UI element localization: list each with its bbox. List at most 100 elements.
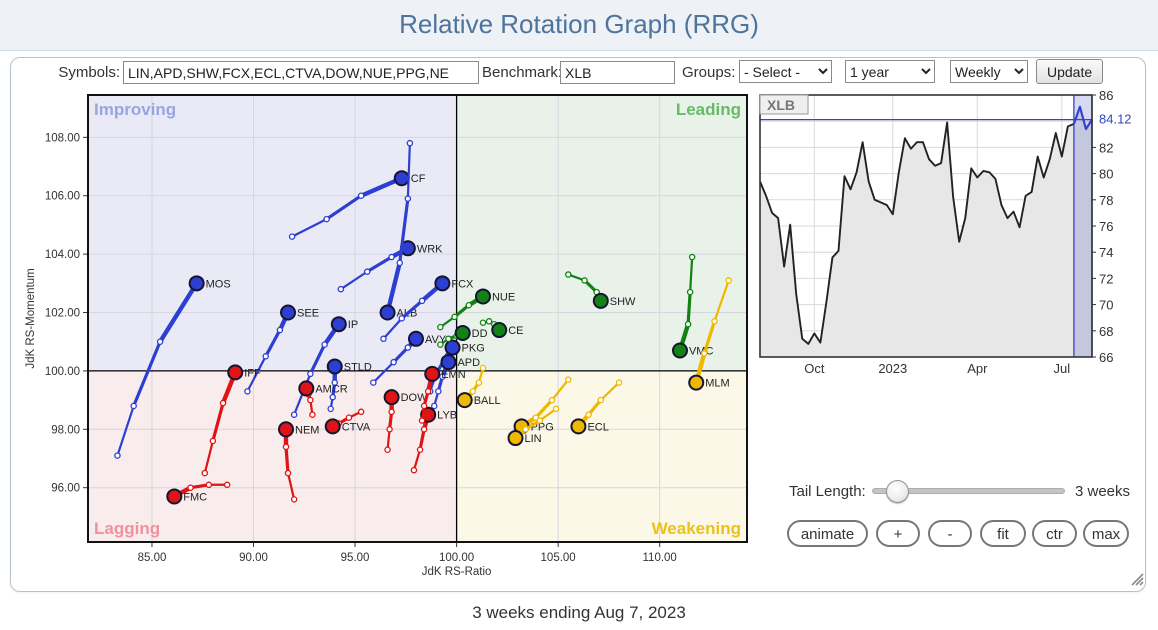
rrg-node-label-SEE: SEE — [297, 308, 319, 320]
rrg-node-label-IP: IP — [348, 319, 358, 331]
svg-text:104.00: 104.00 — [45, 249, 80, 261]
svg-text:70: 70 — [1099, 298, 1113, 313]
interval-select[interactable]: Weekly — [950, 60, 1028, 83]
zoom-out-button[interactable]: - — [928, 520, 972, 547]
svg-text:66: 66 — [1099, 350, 1113, 365]
rrg-node-label-CTVA: CTVA — [342, 421, 371, 433]
rrg-node-label-AVY: AVY — [425, 334, 447, 346]
rrg-node-DD[interactable] — [454, 324, 471, 341]
rrg-node-label-BALL: BALL — [474, 395, 501, 407]
svg-text:Lagging: Lagging — [94, 519, 160, 538]
svg-text:82: 82 — [1099, 140, 1113, 155]
rrg-node-NEM[interactable] — [278, 421, 295, 438]
benchmark-label: Benchmark: — [482, 64, 563, 81]
rrg-node-IP[interactable] — [330, 316, 347, 333]
svg-text:95.00: 95.00 — [341, 552, 370, 564]
rrg-node-LYB[interactable] — [420, 406, 437, 423]
rrg-node-CF[interactable] — [393, 170, 410, 187]
svg-text:102.00: 102.00 — [45, 308, 80, 320]
rrg-node-SEE[interactable] — [280, 304, 297, 321]
svg-text:Weakening: Weakening — [652, 519, 741, 538]
animate-button[interactable]: animate — [787, 520, 868, 547]
svg-text:2023: 2023 — [878, 361, 907, 376]
svg-text:JdK RS-Ratio: JdK RS-Ratio — [422, 566, 492, 578]
svg-text:JdK RS-Momentum: JdK RS-Momentum — [25, 268, 37, 368]
svg-text:98.00: 98.00 — [51, 424, 80, 436]
rrg-node-label-CF: CF — [411, 173, 426, 185]
rrg-node-STLD[interactable] — [326, 358, 343, 375]
rrg-node-ECL[interactable] — [570, 418, 587, 435]
rrg-node-APD[interactable] — [440, 354, 457, 371]
tail-length-value: 3 weeks — [1075, 483, 1131, 500]
page-header: Relative Rotation Graph (RRG) — [0, 0, 1158, 51]
svg-text:Oct: Oct — [804, 361, 825, 376]
rrg-node-label-LIN: LIN — [524, 433, 541, 445]
tail-length-slider-track[interactable] — [872, 488, 1065, 494]
rrg-node-label-ECL: ECL — [587, 421, 608, 433]
rrg-node-DOW[interactable] — [383, 389, 400, 406]
rrg-node-label-IFF: IFF — [244, 367, 261, 379]
rrg-node-AVY[interactable] — [407, 330, 424, 347]
rrg-node-MLM[interactable] — [688, 374, 705, 391]
rrg-node-FMC[interactable] — [166, 488, 183, 505]
update-button[interactable]: Update — [1036, 59, 1104, 84]
rrg-node-CE[interactable] — [491, 322, 508, 339]
rrg-node-PKG[interactable] — [444, 339, 461, 356]
benchmark-input[interactable] — [560, 61, 675, 84]
rrg-chart[interactable]: 85.00 90.00 95.00 100.00 105.00 110.00 96.00 98… — [20, 90, 755, 585]
rrg-node-FCX[interactable] — [434, 275, 451, 292]
benchmark-last-price: 84.12 — [1099, 112, 1132, 127]
svg-text:78: 78 — [1099, 193, 1113, 208]
svg-text:80: 80 — [1099, 167, 1113, 182]
rrg-node-label-MOS: MOS — [206, 278, 231, 290]
tail-length-slider-handle[interactable] — [886, 480, 909, 503]
groups-select[interactable]: - Select - — [739, 60, 832, 83]
rrg-node-label-PKG: PKG — [462, 343, 485, 355]
rrg-node-label-NEM: NEM — [295, 424, 319, 436]
date-range-caption: 3 weeks ending Aug 7, 2023 — [472, 603, 686, 622]
rrg-node-CTVA[interactable] — [324, 418, 341, 435]
rrg-node-label-FCX: FCX — [451, 278, 474, 290]
tail-length-label: Tail Length: — [789, 483, 866, 500]
benchmark-price-chart[interactable]: Oct 2023 Apr Jul 86 82 80 78 76 74 72 70 68 66 84.12 XL… — [755, 90, 1137, 377]
rrg-node-label-WRK: WRK — [417, 243, 443, 255]
svg-text:85.00: 85.00 — [138, 552, 167, 564]
rrg-node-ALB[interactable] — [379, 304, 396, 321]
resize-handle-icon[interactable] — [1128, 570, 1144, 586]
rrg-node-label-APD: APD — [457, 357, 480, 369]
rrg-node-label-FMC: FMC — [183, 491, 207, 503]
rrg-node-LIN[interactable] — [507, 430, 524, 447]
rrg-node-label-MLM: MLM — [705, 378, 729, 390]
rrg-node-label-VMC: VMC — [689, 345, 714, 357]
ctr-button[interactable]: ctr — [1032, 520, 1077, 547]
rrg-node-label-STLD: STLD — [344, 362, 372, 374]
rrg-node-label-DD: DD — [472, 328, 488, 340]
svg-text:76: 76 — [1099, 219, 1113, 234]
symbols-label: Symbols: — [58, 64, 120, 81]
rrg-node-IFF[interactable] — [227, 364, 244, 381]
svg-text:90.00: 90.00 — [239, 552, 268, 564]
fit-button[interactable]: fit — [980, 520, 1026, 547]
rrg-node-MOS[interactable] — [188, 275, 205, 292]
rrg-node-label-LYB: LYB — [437, 410, 457, 422]
rrg-node-NUE[interactable] — [474, 288, 491, 305]
rrg-node-label-DOW: DOW — [401, 392, 429, 404]
benchmark-chart-title: XLB — [767, 97, 795, 113]
svg-text:105.00: 105.00 — [541, 552, 576, 564]
svg-text:68: 68 — [1099, 324, 1113, 339]
svg-text:74: 74 — [1099, 245, 1113, 260]
rrg-node-BALL[interactable] — [456, 392, 473, 409]
svg-text:Apr: Apr — [967, 361, 988, 376]
rrg-node-AMCR[interactable] — [298, 380, 315, 397]
rrg-node-VMC[interactable] — [671, 342, 688, 359]
svg-text:Improving: Improving — [94, 100, 176, 119]
svg-text:Leading: Leading — [676, 100, 741, 119]
symbols-input[interactable] — [123, 61, 479, 84]
zoom-in-button[interactable]: + — [876, 520, 920, 547]
period-select[interactable]: 1 year — [845, 60, 935, 83]
groups-label: Groups: — [682, 64, 736, 81]
svg-text:Jul: Jul — [1054, 361, 1071, 376]
rrg-node-EMN[interactable] — [424, 365, 441, 382]
rrg-node-SHW[interactable] — [592, 292, 609, 309]
max-button[interactable]: max — [1083, 520, 1129, 547]
